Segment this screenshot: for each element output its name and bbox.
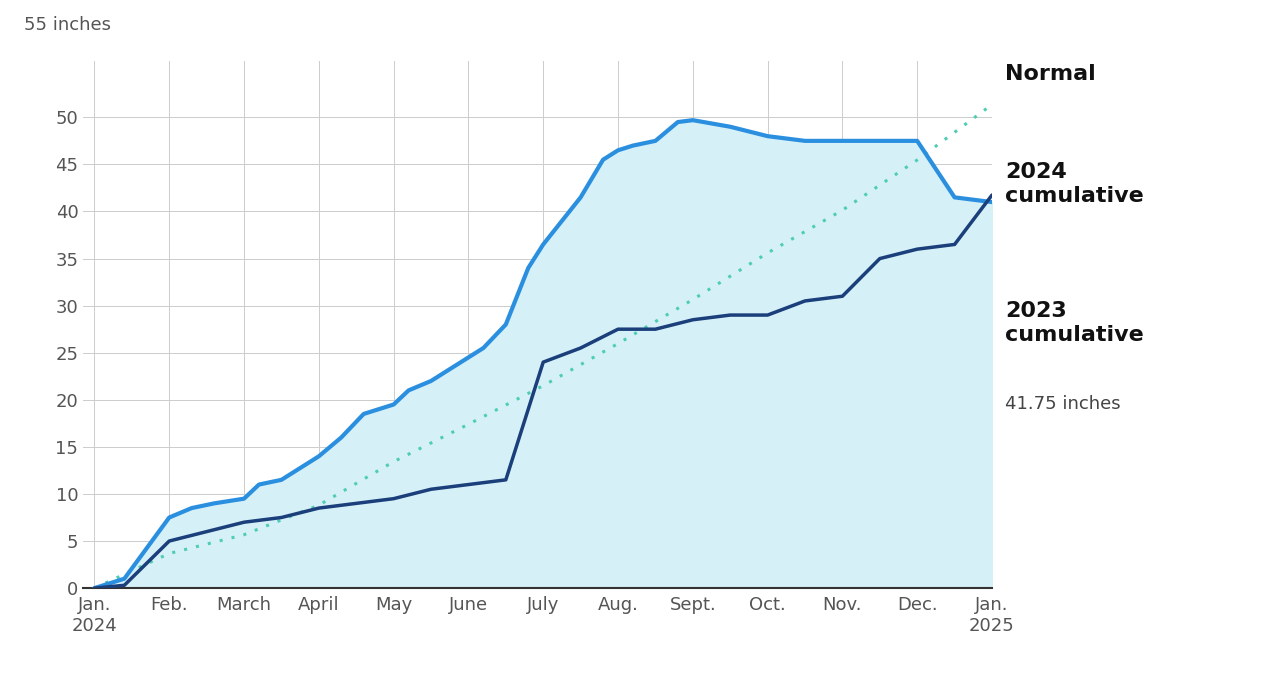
Text: 2023
cumulative: 2023 cumulative	[1005, 301, 1143, 345]
Text: 2024
cumulative: 2024 cumulative	[1005, 162, 1143, 206]
Text: Normal: Normal	[1005, 64, 1096, 84]
Text: 41.75 inches: 41.75 inches	[1005, 395, 1120, 414]
Text: 55 inches: 55 inches	[24, 16, 111, 34]
